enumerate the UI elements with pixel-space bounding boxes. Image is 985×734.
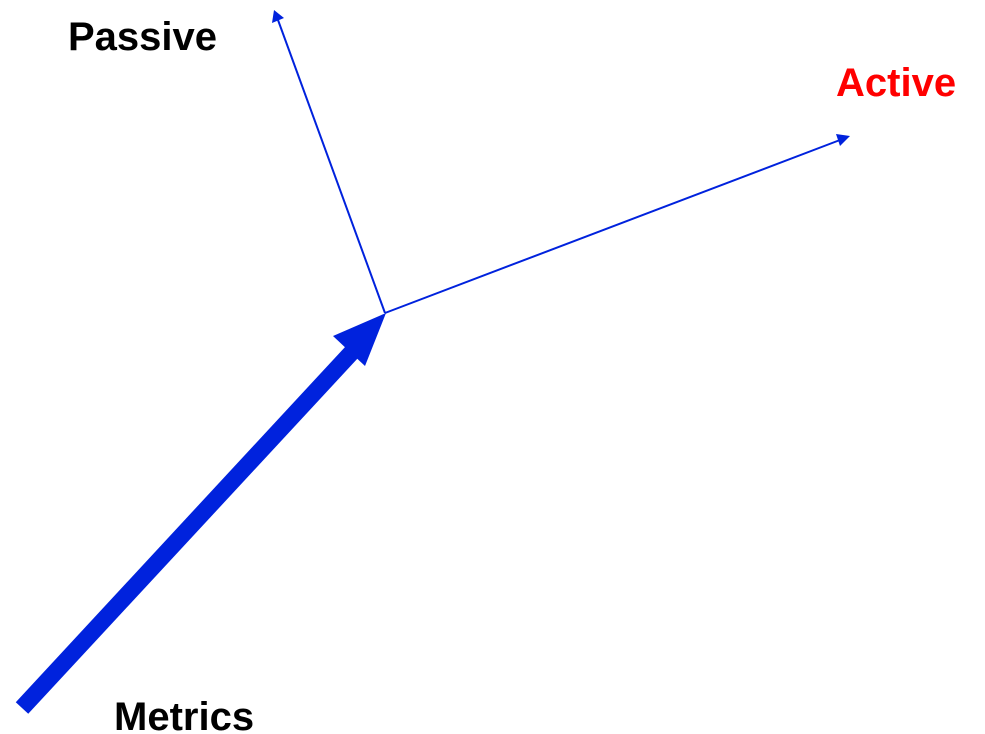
active-arrow <box>384 134 850 314</box>
passive-label: Passive <box>68 15 217 59</box>
active-arrow-head <box>836 134 850 146</box>
metrics-arrow <box>15 313 386 714</box>
passive-arrow-shaft <box>277 19 386 314</box>
metrics-arrow-head <box>333 313 386 366</box>
active-label: Active <box>836 61 956 105</box>
metrics-arrow-shaft <box>15 346 359 714</box>
active-arrow-shaft <box>384 139 841 314</box>
passive-arrow-head <box>272 10 284 23</box>
passive-arrow <box>272 10 386 314</box>
metrics-label: Metrics <box>114 695 254 734</box>
